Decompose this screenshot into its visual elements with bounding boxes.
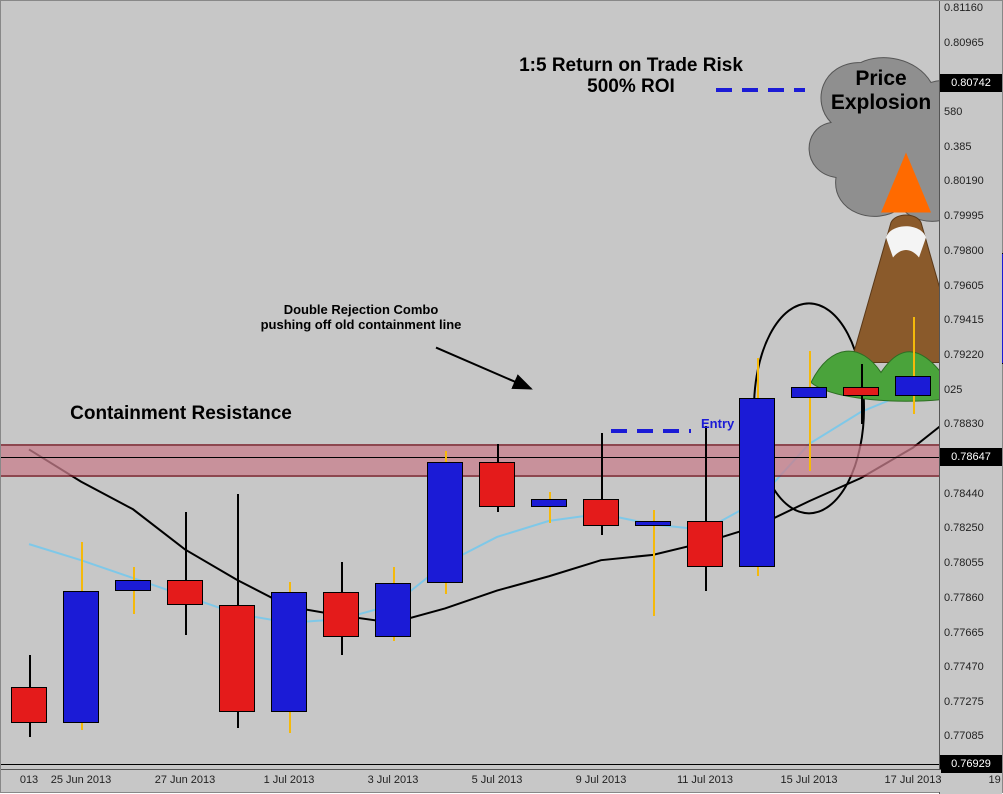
y-axis-tick: 0.79800 xyxy=(944,245,984,257)
y-axis-tick: 0.77470 xyxy=(944,661,984,673)
double-rejection-l2: pushing off old containment line xyxy=(261,317,462,332)
candle-body xyxy=(375,583,411,637)
horizontal-line xyxy=(1,457,941,458)
candle-body xyxy=(115,580,151,591)
price-explosion-text: Price Explosion xyxy=(831,67,931,114)
x-axis-tick: 1 Jul 2013 xyxy=(264,774,315,786)
candle-body xyxy=(895,376,931,396)
plot-area: 1:5 Return on Trade Risk500% ROI Price Ex… xyxy=(1,1,941,771)
candle-wick xyxy=(809,351,811,471)
horizontal-line xyxy=(1,764,941,765)
candle-body xyxy=(479,462,515,507)
candle-body xyxy=(531,499,567,506)
candle-body xyxy=(583,499,619,526)
containment-text: Containment Resistance xyxy=(70,403,292,424)
return-line2: 500% ROI xyxy=(587,76,675,97)
y-axis-tick: 0.81160 xyxy=(944,2,983,14)
x-axis-tick: 5 Jul 2013 xyxy=(472,774,523,786)
candle-body xyxy=(219,605,255,712)
y-axis-tick: 0.78055 xyxy=(944,557,984,569)
candle-body xyxy=(167,580,203,605)
entry-label: Entry xyxy=(701,417,734,432)
candle-body xyxy=(635,521,671,526)
candle-body xyxy=(791,387,827,398)
x-axis-tick: 19 Jul 2013 xyxy=(989,774,1003,786)
candle-wick xyxy=(185,512,187,635)
y-axis-tick: 025 xyxy=(944,384,962,396)
annotation-arrow xyxy=(436,348,531,389)
containment-zone xyxy=(1,444,941,477)
x-axis-tick: 9 Jul 2013 xyxy=(576,774,627,786)
candle-body xyxy=(843,387,879,396)
x-axis-tick: 11 Jul 2013 xyxy=(677,774,733,786)
y-axis-tick: 0.78440 xyxy=(944,488,984,500)
y-axis-tick: 0.78250 xyxy=(944,522,984,534)
candle-wick xyxy=(133,567,135,613)
y-axis-tick: 0.385 xyxy=(944,141,972,153)
y-axis: 0.81160 0.80965 0.80742 580 0.385 0.80190 0.79… xyxy=(939,1,1002,794)
return-line1: 1:5 Return on Trade Risk xyxy=(519,55,743,76)
x-axis-tick: 013 xyxy=(20,774,38,786)
containment-label: Containment Resistance xyxy=(41,403,321,425)
price-explosion-label: Price Explosion xyxy=(821,67,941,115)
double-rejection-label: Double Rejection Combopushing off old co… xyxy=(241,303,481,333)
y-axis-tick: 0.80965 xyxy=(944,37,984,49)
candle-body xyxy=(427,462,463,583)
y-axis-tick: 0.79415 xyxy=(944,314,984,326)
x-axis-tick: 15 Jul 2013 xyxy=(781,774,838,786)
price-axis-tag: 0.78647 xyxy=(940,448,1002,466)
candle-wick xyxy=(549,492,551,522)
y-axis-tick: 580 xyxy=(944,106,962,118)
y-axis-tick: 0.79220 xyxy=(944,349,984,361)
candle-body xyxy=(323,592,359,637)
double-rejection-l1: Double Rejection Combo xyxy=(284,302,439,317)
x-axis-tick: 3 Jul 2013 xyxy=(368,774,419,786)
candle-body xyxy=(739,398,775,568)
y-axis-tick: 0.77275 xyxy=(944,696,984,708)
candle-wick xyxy=(913,317,915,413)
candle-body xyxy=(271,592,307,712)
return-label: 1:5 Return on Trade Risk500% ROI xyxy=(481,55,781,99)
y-axis-tick: 0.77860 xyxy=(944,592,984,604)
y-axis-tick: 0.79995 xyxy=(944,210,984,222)
price-axis-tag: 0.80742 xyxy=(940,74,1002,92)
chart-frame: 1:5 Return on Trade Risk500% ROI Price Ex… xyxy=(0,0,1003,793)
candle-body xyxy=(687,521,723,567)
y-axis-tick: 0.79605 xyxy=(944,280,984,292)
x-axis-tick: 27 Jun 2013 xyxy=(155,774,216,786)
y-axis-tick: 0.80190 xyxy=(944,175,984,187)
y-axis-tick: 0.77085 xyxy=(944,730,984,742)
x-axis-tick: 17 Jul 2013 xyxy=(885,774,942,786)
x-axis-tick: 25 Jun 2013 xyxy=(51,774,112,786)
y-axis-tick: 0.78830 xyxy=(944,418,984,430)
x-axis: 013 25 Jun 2013 27 Jun 2013 1 Jul 2013 3 Jul… xyxy=(1,769,941,792)
price-axis-tag: 0.76929 xyxy=(940,755,1002,773)
candle-body xyxy=(63,591,99,723)
y-axis-tick: 0.77665 xyxy=(944,627,984,639)
candle-body xyxy=(11,687,47,723)
entry-text: Entry xyxy=(701,416,734,431)
